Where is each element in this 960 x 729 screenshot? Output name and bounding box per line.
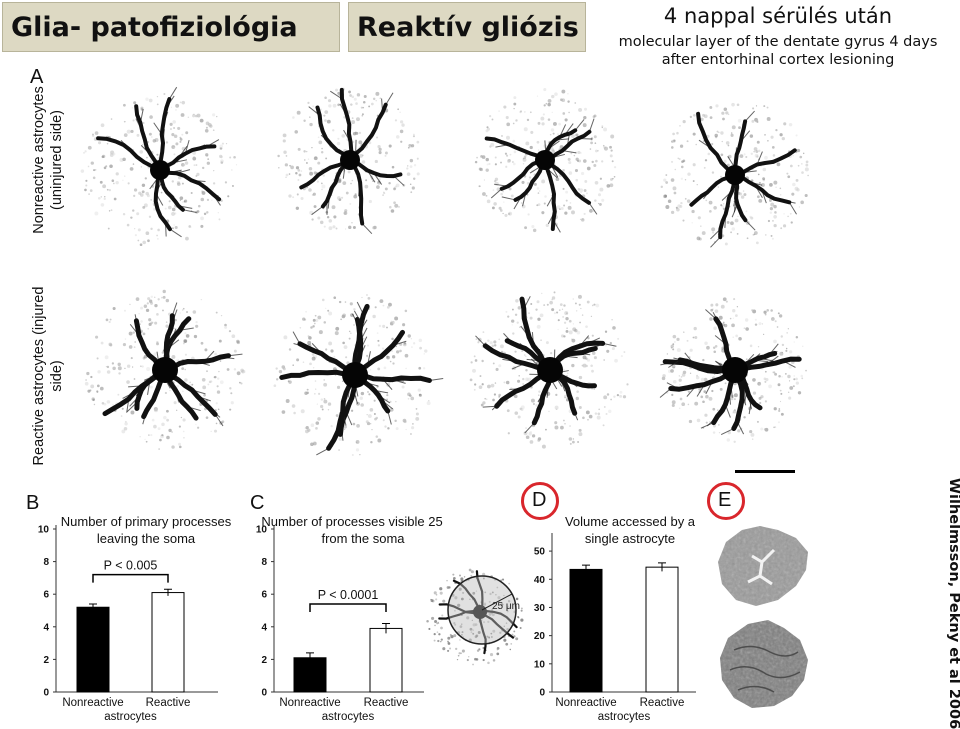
bar-chart-svg: Volume accessed by a single astrocyte 0 10 2… bbox=[534, 514, 696, 723]
credit-text-box: Wilhelmsson, Pekny et al 2006 bbox=[944, 478, 960, 729]
bar-reactive bbox=[369, 627, 403, 693]
significance-label: P < 0.005 bbox=[104, 559, 158, 573]
error-bar bbox=[89, 603, 97, 608]
astrocyte-micrograph bbox=[659, 297, 807, 443]
y-tick-label: 30 bbox=[534, 603, 546, 614]
y-tick-label: 8 bbox=[261, 557, 267, 568]
y-tick-label: 0 bbox=[43, 688, 49, 699]
y-tick-label: 0 bbox=[261, 688, 267, 699]
row-label-nonreactive: Nonreactive astrocytes (uninjured side) bbox=[31, 86, 65, 234]
y-tick-label: 6 bbox=[43, 590, 49, 601]
y-tick-label: 20 bbox=[534, 631, 546, 642]
chart-panel-d: Volume accessed by a single astrocyte 0 10 2… bbox=[512, 485, 712, 723]
x-axis-label: astrocytes bbox=[598, 711, 651, 723]
chart-title: leaving the soma bbox=[97, 531, 196, 546]
x-axis-label: astrocytes bbox=[104, 711, 157, 723]
astrocyte-micrograph bbox=[273, 294, 444, 456]
panel-letter-d: D bbox=[532, 489, 547, 511]
astrocyte-micrograph bbox=[660, 102, 809, 248]
astrocyte-micrograph bbox=[277, 87, 420, 235]
inset-astrocyte-25um: 25 μm bbox=[426, 568, 524, 666]
highlight-ring-d bbox=[521, 482, 559, 520]
y-tick-label: 4 bbox=[261, 622, 267, 633]
bar-nonreactive bbox=[569, 568, 603, 693]
slide-subtitle: Reaktív gliózis bbox=[357, 11, 579, 43]
y-tick-label: 2 bbox=[261, 655, 267, 666]
slide-title: Glia- patofiziológia bbox=[11, 11, 298, 43]
x-axis-label: astrocytes bbox=[322, 711, 375, 723]
y-tick-label: 0 bbox=[539, 688, 545, 699]
title-box-mid: Reaktív gliózis bbox=[348, 2, 586, 52]
chart-title: Number of primary processes bbox=[61, 514, 232, 529]
bar-reactive bbox=[151, 592, 185, 693]
highlight-ring-e bbox=[707, 482, 745, 520]
astrocyte-micrograph bbox=[474, 88, 617, 233]
title-box-left: Glia- patofiziológia bbox=[2, 2, 340, 52]
astrocyte-micrograph bbox=[84, 289, 246, 450]
error-bar bbox=[382, 623, 390, 634]
bar-nonreactive bbox=[293, 657, 327, 693]
y-tick-label: 6 bbox=[261, 590, 267, 601]
significance-label: P < 0.0001 bbox=[318, 588, 379, 602]
y-tick-label: 2 bbox=[43, 655, 49, 666]
y-tick-label: 40 bbox=[534, 575, 546, 586]
astrocyte-micrograph bbox=[469, 291, 629, 449]
category-label: Nonreactive bbox=[555, 697, 616, 709]
chart-title: Volume accessed by a bbox=[565, 514, 696, 529]
bar-chart-svg: B Number of primary processes leaving the … bbox=[26, 492, 232, 723]
inset-scale-label: 25 μm bbox=[492, 601, 520, 612]
category-label: Nonreactive bbox=[62, 697, 123, 709]
panel-letter: C bbox=[250, 492, 264, 514]
error-bar bbox=[658, 562, 666, 572]
volume-render-images bbox=[718, 526, 808, 708]
panel-letter: B bbox=[26, 492, 39, 514]
credit-text: Wilhelmsson, Pekny et al 2006 bbox=[946, 478, 960, 729]
significance-bracket bbox=[92, 573, 169, 583]
header-days-after-injury: 4 nappal sérülés után bbox=[663, 4, 893, 28]
category-label: Nonreactive bbox=[279, 697, 340, 709]
error-bar bbox=[164, 588, 172, 596]
y-tick-label: 10 bbox=[534, 659, 546, 670]
y-tick-label: 10 bbox=[38, 525, 50, 536]
y-tick-label: 50 bbox=[534, 547, 546, 558]
error-bar bbox=[582, 564, 590, 570]
chart-title: Number of processes visible 25 μm bbox=[261, 514, 444, 529]
y-tick-label: 4 bbox=[43, 622, 49, 633]
category-label: Reactive bbox=[640, 697, 685, 709]
panel-letter-a: A bbox=[30, 66, 44, 88]
chart-panel-b: B Number of primary processes leaving the … bbox=[22, 485, 254, 723]
error-bar bbox=[306, 652, 314, 658]
y-tick-label: 8 bbox=[43, 557, 49, 568]
category-label: Reactive bbox=[364, 697, 409, 709]
row-label-reactive: Reactive astrocytes (injured side) bbox=[31, 286, 65, 466]
astrocyte-micrograph bbox=[80, 86, 238, 247]
chart-title: single astrocyte bbox=[585, 531, 675, 546]
category-label: Reactive bbox=[146, 697, 191, 709]
y-tick-label: 10 bbox=[256, 525, 268, 536]
panel-letter-e: E bbox=[718, 489, 732, 511]
header-description: molecular layer of the dentate gyrus 4 d… bbox=[618, 34, 938, 68]
bar-nonreactive bbox=[76, 606, 110, 693]
significance-bracket bbox=[309, 603, 387, 612]
chart-title: from the soma bbox=[321, 531, 405, 546]
bar-reactive bbox=[645, 566, 679, 693]
scale-bar bbox=[735, 470, 795, 473]
